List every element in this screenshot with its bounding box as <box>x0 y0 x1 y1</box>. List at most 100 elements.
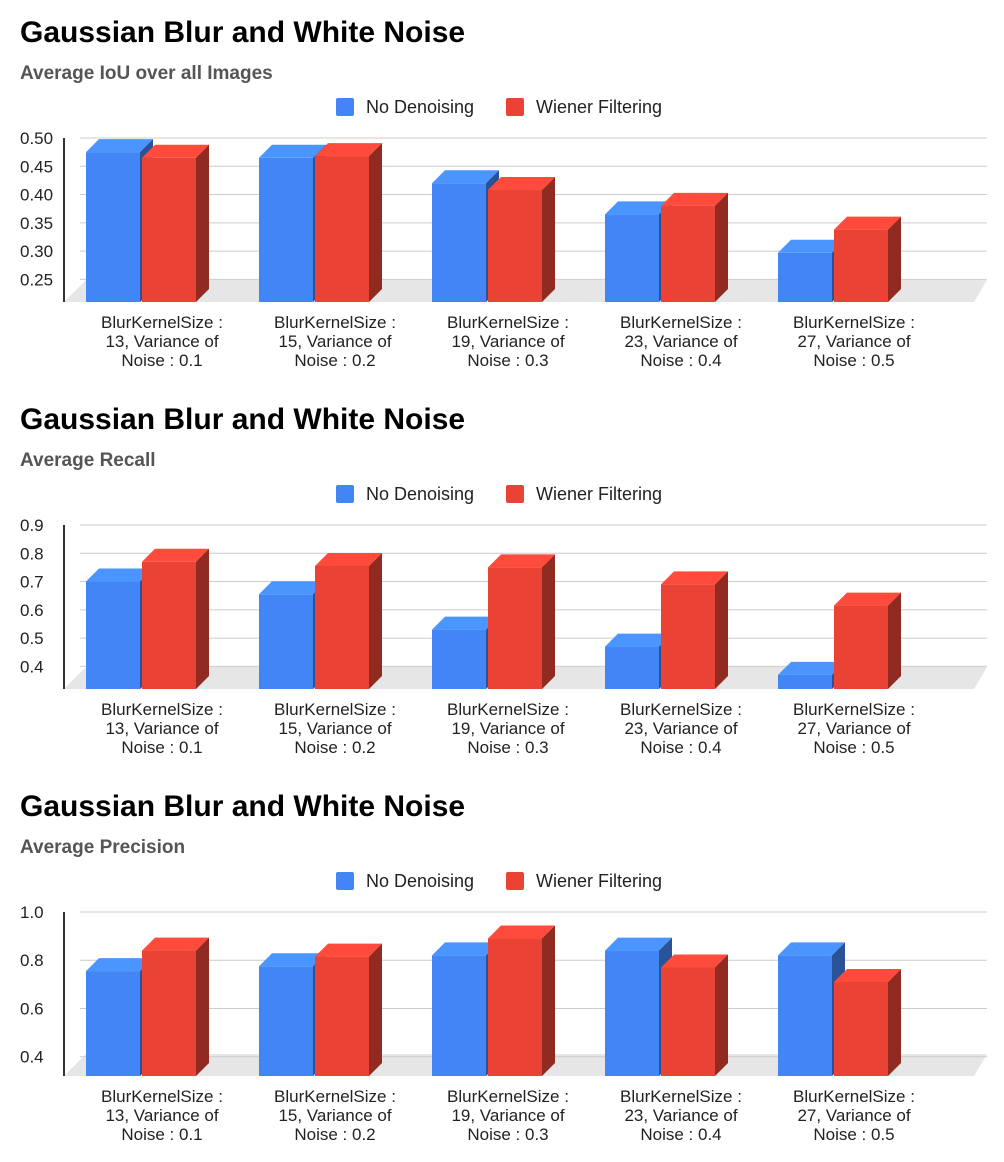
bar-front <box>142 157 196 302</box>
bar-wiener-filtering[interactable] <box>142 144 209 302</box>
chart-title: Gaussian Blur and White Noise <box>20 403 466 436</box>
bar-wiener-filtering[interactable] <box>315 143 382 302</box>
legend-item-no-denoising[interactable]: No Denoising <box>336 868 474 894</box>
bar-front <box>605 214 659 302</box>
bar-top <box>605 201 672 215</box>
legend-label: Wiener Filtering <box>536 96 663 117</box>
bar-top <box>432 616 499 630</box>
bar-top <box>259 581 326 595</box>
x-tick-label: BlurKernelSize :19, Variance of Noise : 0… <box>447 313 569 370</box>
legend-label: Wiener Filtering <box>536 483 663 504</box>
bar-side <box>542 177 555 302</box>
y-tick-label: 0.30 <box>20 242 53 261</box>
y-tick-label: 0.4 <box>20 1048 44 1067</box>
bar-wiener-filtering[interactable] <box>661 192 728 302</box>
bar-wiener-filtering[interactable] <box>315 943 382 1076</box>
x-tick-label: BlurKernelSize :13, Variance of Noise : 0… <box>101 700 223 757</box>
x-tick-label: BlurKernelSize :27, Variance of Noise : 0… <box>793 700 915 757</box>
bar-front <box>778 252 832 302</box>
bar-wiener-filtering[interactable] <box>661 571 728 689</box>
bar-top <box>661 954 728 968</box>
legend: No Denoising Wiener Filtering <box>0 868 1004 894</box>
bar-top <box>778 239 845 253</box>
bar-front <box>259 966 313 1076</box>
y-tick-label: 0.7 <box>20 573 44 592</box>
bar-top <box>142 144 209 158</box>
bar-side <box>715 571 728 689</box>
bar-top <box>315 143 382 157</box>
legend-label: Wiener Filtering <box>536 870 663 891</box>
legend-swatch-wiener-filtering <box>506 98 524 116</box>
bar-top <box>432 942 499 956</box>
bar-front <box>834 605 888 689</box>
bar-wiener-filtering[interactable] <box>315 553 382 689</box>
legend-item-no-denoising[interactable]: No Denoising <box>336 481 474 507</box>
bar-front <box>432 955 486 1076</box>
legend-swatch-no-denoising <box>336 485 354 503</box>
bar-side <box>542 554 555 689</box>
bar-front <box>86 152 140 302</box>
bar-top <box>142 548 209 562</box>
bar-front <box>315 956 369 1076</box>
bar-side <box>369 553 382 689</box>
bar-top <box>315 553 382 566</box>
chart-title: Gaussian Blur and White Noise <box>20 790 466 823</box>
bar-front <box>432 183 486 302</box>
y-tick-label: 0.6 <box>20 999 44 1018</box>
legend-swatch-no-denoising <box>336 98 354 116</box>
bar-wiener-filtering[interactable] <box>488 554 555 689</box>
y-tick-label: 0.5 <box>20 629 44 648</box>
x-tick-label: BlurKernelSize :15, Variance of Noise : 0… <box>274 1087 396 1144</box>
bar-wiener-filtering[interactable] <box>488 177 555 302</box>
bar-no-denoising[interactable] <box>86 568 153 689</box>
chart-subtitle: Average Recall <box>20 450 156 471</box>
legend-swatch-wiener-filtering <box>506 872 524 890</box>
bar-side <box>369 943 382 1076</box>
bar-front <box>432 629 486 689</box>
bar-side <box>196 144 209 302</box>
bar-top <box>488 925 555 939</box>
y-tick-label: 0.40 <box>20 186 53 205</box>
bar-top <box>86 568 153 582</box>
bar-top <box>488 177 555 191</box>
legend-label: No Denoising <box>366 96 475 117</box>
bar-front <box>605 646 659 689</box>
bar-top <box>661 192 728 206</box>
bar-front <box>315 156 369 302</box>
bar-front <box>86 581 140 689</box>
bar-side <box>715 954 728 1076</box>
y-tick-label: 0.9 <box>20 516 44 535</box>
legend-label: No Denoising <box>366 870 475 891</box>
bar-wiener-filtering[interactable] <box>142 937 209 1076</box>
x-tick-label: BlurKernelSize :23, Variance of Noise : 0… <box>620 700 742 757</box>
bar-front <box>834 229 888 302</box>
bar-top <box>259 953 326 967</box>
bar-side <box>196 548 209 689</box>
bar-wiener-filtering[interactable] <box>834 216 901 302</box>
bar-wiener-filtering[interactable] <box>488 925 555 1076</box>
y-tick-label: 0.35 <box>20 214 53 233</box>
bar-front <box>661 967 715 1076</box>
legend-item-no-denoising[interactable]: No Denoising <box>336 94 474 120</box>
bar-top <box>834 216 901 230</box>
bar-wiener-filtering[interactable] <box>834 968 901 1076</box>
bar-front <box>488 190 542 302</box>
bar-front <box>315 566 369 689</box>
bar-wiener-filtering[interactable] <box>661 954 728 1076</box>
y-tick-label: 0.8 <box>20 951 44 970</box>
bar-wiener-filtering[interactable] <box>834 592 901 689</box>
bar-front <box>259 594 313 689</box>
legend-item-wiener-filtering[interactable]: Wiener Filtering <box>506 94 662 120</box>
legend: No Denoising Wiener Filtering <box>0 94 1004 120</box>
legend-item-wiener-filtering[interactable]: Wiener Filtering <box>506 868 662 894</box>
chart-subtitle: Average IoU over all Images <box>20 63 273 84</box>
bar-wiener-filtering[interactable] <box>142 548 209 689</box>
plot-area: 0.25 0.30 0.35 0.40 0.45 0.50 BlurKernelSize :… <box>20 129 987 370</box>
bar-front <box>86 971 140 1076</box>
x-tick-label: BlurKernelSize :13, Variance of Noise : 0… <box>101 313 223 370</box>
legend-item-wiener-filtering[interactable]: Wiener Filtering <box>506 481 662 507</box>
bar-front <box>661 205 715 302</box>
bar-front <box>778 674 832 689</box>
y-tick-label: 1.0 <box>20 903 44 922</box>
chart-subtitle: Average Precision <box>20 837 186 858</box>
